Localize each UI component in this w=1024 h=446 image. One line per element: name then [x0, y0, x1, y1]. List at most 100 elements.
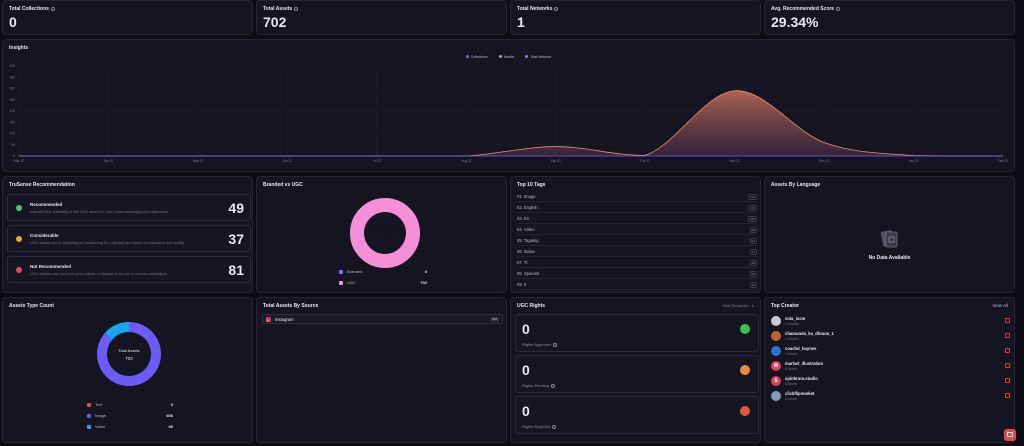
tag-count: 496: [747, 216, 757, 222]
external-link-icon[interactable]: [1005, 333, 1010, 338]
y-tick-label: 400: [10, 64, 16, 68]
external-link-icon[interactable]: [1005, 378, 1010, 383]
donut-slice[interactable]: [104, 322, 130, 340]
ugc-rights-card: UGC Rights Total Requests : 0 0 Rights A…: [510, 297, 761, 443]
creator-row[interactable]: clickflipmarket 8 Assets: [771, 390, 1013, 404]
creator-row[interactable]: coachd_haynes 9 Assets: [771, 345, 1013, 359]
info-icon[interactable]: [553, 342, 558, 347]
tag-row[interactable]: 01. Image 702: [517, 191, 757, 202]
tag-row[interactable]: 07. Tl 18: [517, 257, 757, 268]
chart-legend: Collections Assets Total Network: [3, 55, 1014, 59]
trusense-title: TruSense Recommendation: [9, 182, 75, 188]
tag-count: 15: [749, 282, 757, 288]
creator-row[interactable]: sola_iscm 10 Assets: [771, 315, 1013, 329]
rec-value: 37: [228, 231, 244, 247]
legend-swatch: [87, 424, 91, 429]
chat-widget-button[interactable]: [1004, 429, 1016, 441]
rec-value: 49: [228, 200, 244, 216]
info-icon[interactable]: [294, 6, 299, 11]
rights-label: Rights Pending: [522, 383, 550, 388]
legend-ugc: UGC 702: [339, 280, 427, 286]
x-tick-label: Oct-22: [640, 159, 650, 163]
donut-slice[interactable]: [97, 322, 161, 386]
legend-image: Image 606: [87, 413, 173, 419]
donut-slice[interactable]: [350, 198, 420, 268]
rec-name: Considerable: [30, 233, 59, 238]
rights-pending-box[interactable]: 0 Rights Pending: [515, 355, 759, 393]
chat-icon: [1007, 432, 1013, 437]
creator-row[interactable]: chamunda_ka_dhrana_1 10 Assets: [771, 330, 1013, 344]
branded-donut: [350, 198, 420, 268]
tag-row[interactable]: 04. Video 96: [517, 224, 757, 235]
tag-row[interactable]: 06. Italian 41: [517, 246, 757, 257]
x-tick-label: Dec-22: [819, 159, 830, 163]
donut-center-label: Branded vs UGC: [369, 223, 401, 228]
source-row-instagram[interactable]: Instagram 702: [262, 314, 503, 324]
rights-rejected-box[interactable]: 0 Rights Rejected: [515, 396, 759, 434]
tag-label: 09. It: [517, 282, 527, 287]
legend-text: Text 0: [87, 402, 173, 408]
series-area-assets: [19, 90, 1003, 156]
approved-shield-icon: [740, 324, 750, 334]
stat-value: 1: [517, 14, 525, 30]
tag-row[interactable]: 08. Spanish 18: [517, 268, 757, 279]
tag-row[interactable]: 05. Tagalog 91: [517, 235, 757, 246]
external-link-icon[interactable]: [1005, 363, 1010, 368]
legend-item[interactable]: Assets: [498, 55, 514, 59]
avatar: [771, 346, 781, 356]
creator-name: clickflipmarket: [785, 391, 815, 396]
y-tick-label: 350: [10, 75, 16, 79]
avatar: [771, 391, 781, 401]
legend-value: 0: [424, 269, 427, 274]
y-tick-label: 150: [10, 120, 16, 124]
tag-row[interactable]: 09. It 15: [517, 279, 757, 290]
avatar: M: [771, 361, 781, 371]
stat-title: Avg. Recommended Score: [771, 6, 835, 12]
status-dot: [16, 267, 22, 273]
creator-row[interactable]: M martart_illustration 8 Assets: [771, 360, 1013, 374]
legend-item[interactable]: Collections: [465, 55, 488, 59]
x-tick-label: Apr-22: [104, 159, 114, 163]
avatar: S: [771, 376, 781, 386]
info-icon[interactable]: [551, 383, 556, 388]
source-name: Instagram: [275, 317, 294, 322]
stat-card-score: Avg. Recommended Score 29.34%: [764, 0, 1015, 35]
rights-value: 0: [522, 321, 530, 337]
info-icon[interactable]: [50, 6, 55, 11]
creator-name: sola_iscm: [785, 316, 806, 321]
insights-card: Insights Collections Assets Total Networ…: [2, 39, 1015, 172]
stat-card-networks: Total Networks 1: [510, 0, 761, 35]
legend-item[interactable]: Total Network: [525, 55, 551, 59]
avatar: [771, 331, 781, 341]
rights-approved-box[interactable]: 0 Rights Approved: [515, 314, 759, 352]
view-all-link[interactable]: View All: [992, 303, 1008, 308]
tag-row[interactable]: 02. English 496: [517, 202, 757, 213]
stat-card-collections: Total Collections 0: [2, 0, 253, 35]
external-link-icon[interactable]: [1005, 348, 1010, 353]
legend-branded: Branded 0: [339, 269, 427, 275]
legend-label: Branded: [347, 269, 363, 274]
x-tick-label: Mar-22: [14, 159, 24, 163]
instagram-icon: [266, 317, 271, 322]
asset-types-donut: [97, 322, 161, 386]
rights-label: Rights Rejected: [522, 424, 551, 429]
external-link-icon[interactable]: [1005, 318, 1010, 323]
rec-considerable[interactable]: Considerable UGC assets worth reviewing …: [7, 225, 251, 252]
rights-label: Rights Approved: [522, 342, 552, 347]
tag-row[interactable]: 03. En 496: [517, 213, 757, 224]
tag-count: 96: [749, 227, 757, 233]
trusense-card: TruSense Recommendation Recommended Indi…: [2, 176, 253, 293]
external-link-icon[interactable]: [1005, 393, 1010, 398]
donut-center-value: 702: [381, 231, 389, 236]
info-icon[interactable]: [552, 424, 557, 429]
tags-title: Top 10 Tags: [517, 182, 546, 188]
creator-row[interactable]: S spinbrum.studio 8 Assets: [771, 375, 1013, 389]
info-icon[interactable]: [836, 6, 841, 11]
rec-recommended[interactable]: Recommended Indicates the suitability of…: [7, 194, 251, 221]
info-icon[interactable]: [554, 6, 559, 11]
legend-swatch: [339, 280, 343, 285]
rec-not-recommended[interactable]: Not Recommended UGC assets may not meet …: [7, 256, 251, 283]
stat-card-assets: Total Assets 702: [256, 0, 507, 35]
tag-count: 18: [749, 271, 757, 277]
tag-count: 41: [749, 249, 757, 255]
